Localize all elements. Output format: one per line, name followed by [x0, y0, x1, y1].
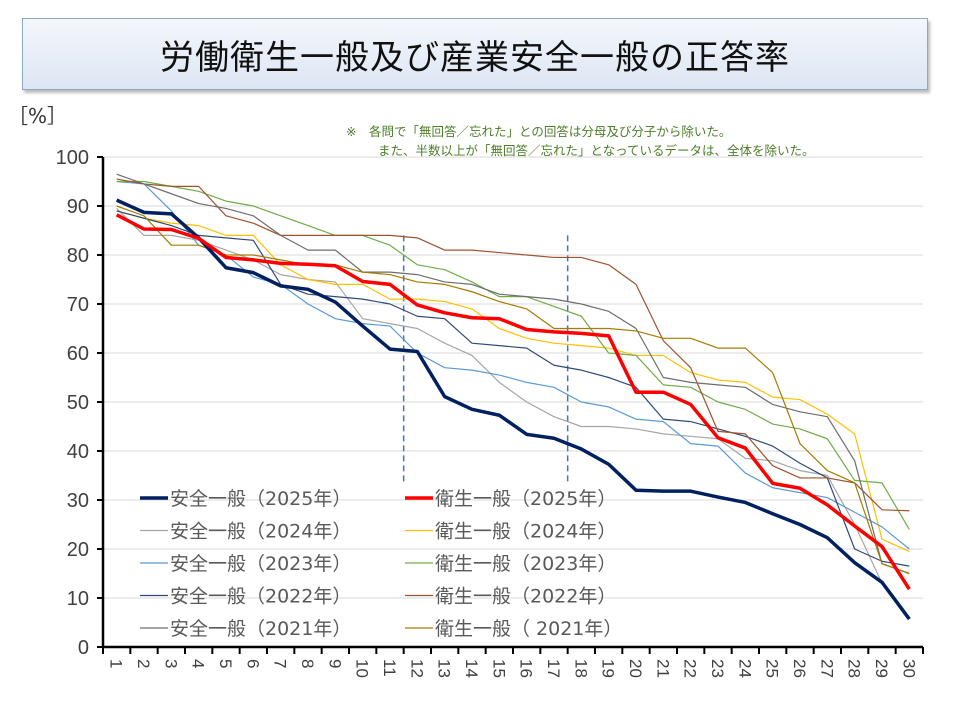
x-tick-label: 2 [134, 659, 153, 668]
x-tick-label: 26 [790, 659, 809, 678]
y-tick-label: 20 [67, 539, 89, 561]
legend-label: 安全一般（2025年） [170, 488, 351, 510]
x-tick-label: 19 [599, 659, 618, 678]
y-tick-label: 60 [67, 343, 89, 365]
series-line [116, 210, 910, 552]
x-tick-label: 23 [708, 659, 727, 678]
x-tick-label: 8 [298, 659, 317, 668]
legend-entry: 衛生一般（2022年） [405, 586, 616, 608]
x-tick-label: 29 [872, 659, 891, 678]
x-tick-label: 7 [271, 659, 290, 668]
y-tick-label: 0 [78, 637, 89, 659]
legend-label: 衛生一般（2025年） [435, 488, 616, 510]
legend-entry: 安全一般（2025年） [140, 488, 351, 510]
legend-label: 安全一般（2023年） [170, 553, 351, 575]
x-tick-label: 16 [517, 659, 536, 678]
x-tick-label: 21 [653, 659, 672, 678]
series-line [116, 178, 910, 512]
x-tick-label: 27 [817, 659, 836, 678]
legend-label: 安全一般（2022年） [170, 586, 351, 608]
legend-entry: 衛生一般（ 2021年） [405, 618, 622, 640]
x-tick-label: 30 [899, 659, 918, 678]
chart-title-box: 労働衛生一般及び産業安全一般の正答率 [22, 18, 928, 90]
legend-entry: 安全一般（2022年） [140, 586, 351, 608]
note-line-1: ※ 各問で「無回答／忘れた」との回答は分母及び分子から除いた。 [346, 124, 732, 139]
x-tick-label: 15 [489, 659, 508, 678]
x-tick-label: 3 [161, 659, 180, 668]
y-tick-label: 80 [67, 245, 89, 267]
note-line-2: また、半数以上が「無回答／忘れた」となっているデータは、全体を除いた。 [378, 143, 815, 158]
legend-entry: 安全一般（2023年） [140, 553, 351, 575]
series-line [115, 213, 911, 591]
series-line [116, 180, 910, 530]
y-axis-unit: ［%］ [8, 104, 68, 128]
x-tick-label: 9 [325, 659, 344, 668]
x-tick-label: 18 [571, 659, 590, 678]
legend-entry: 衛生一般（2025年） [405, 488, 616, 510]
x-tick-label: 10 [353, 659, 372, 678]
x-tick-label: 11 [380, 659, 399, 677]
x-tick-label: 14 [462, 659, 481, 678]
x-tick-label: 25 [763, 659, 782, 678]
legend-entry: 衛生一般（2023年） [405, 553, 616, 575]
x-tick-label: 12 [407, 659, 426, 678]
y-tick-label: 30 [67, 490, 89, 512]
legend-label: 衛生一般（ 2021年） [435, 618, 622, 640]
x-tick-label: 28 [845, 659, 864, 678]
x-tick-label: 4 [189, 659, 208, 668]
series-line [115, 198, 911, 621]
x-tick-label: 20 [626, 659, 645, 678]
legend-entry: 安全一般（2024年） [140, 521, 351, 543]
y-tick-label: 100 [56, 147, 89, 169]
legend-label: 衛生一般（2023年） [435, 553, 616, 575]
y-tick-label: 10 [67, 588, 89, 610]
y-tick-label: 50 [67, 392, 89, 414]
x-tick-label: 24 [735, 659, 754, 678]
legend-label: 衛生一般（2022年） [435, 586, 616, 608]
x-tick-label: 17 [544, 659, 563, 678]
legend-label: 衛生一般（2024年） [435, 521, 616, 543]
y-tick-label: 70 [67, 294, 89, 316]
legend-entry: 安全一般（2021年） [140, 618, 351, 640]
x-tick-label: 22 [681, 659, 700, 678]
series-line [116, 205, 910, 575]
y-tick-label: 40 [67, 441, 89, 463]
legend-label: 安全一般（2024年） [170, 521, 351, 543]
x-tick-label: 6 [243, 659, 262, 668]
series-line [116, 173, 910, 575]
x-tick-label: 13 [435, 659, 454, 678]
x-tick-label: 1 [107, 659, 126, 668]
legend-entry: 衛生一般（2024年） [405, 521, 616, 543]
series-line [116, 210, 910, 567]
chart-title: 労働衛生一般及び産業安全一般の正答率 [160, 37, 790, 78]
legend-label: 安全一般（2021年） [170, 618, 351, 640]
x-tick-label: 5 [216, 659, 235, 668]
y-tick-label: 90 [67, 196, 89, 218]
